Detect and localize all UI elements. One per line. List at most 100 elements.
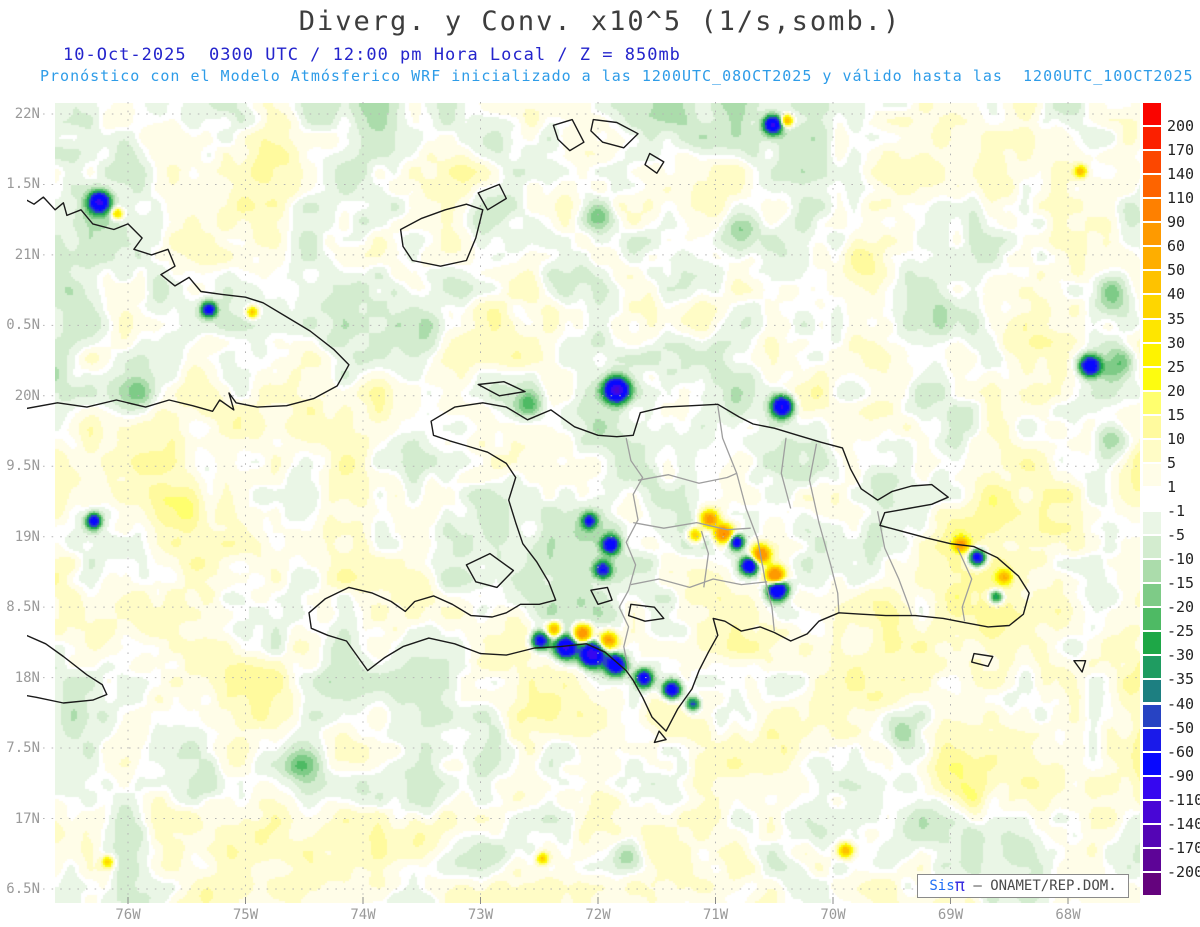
lat-tick-label: 6.5N bbox=[6, 880, 40, 897]
province-border-province-9 bbox=[780, 438, 792, 509]
coastline-jamaica bbox=[27, 634, 108, 704]
province-border-province-6 bbox=[630, 578, 768, 589]
colorbar-segment bbox=[1143, 728, 1161, 751]
colorbar-segment bbox=[1143, 439, 1161, 462]
lon-tick-label: 68W bbox=[1055, 907, 1081, 923]
colorbar-segment bbox=[1143, 319, 1161, 342]
province-border-province-1 bbox=[717, 405, 775, 632]
colorbar-tick-label: 30 bbox=[1167, 333, 1186, 352]
lat-tick-label: 1.5N bbox=[6, 176, 40, 193]
colorbar-segment bbox=[1143, 151, 1161, 174]
colorbar-segment bbox=[1143, 560, 1161, 583]
lat-tick-label: 19N bbox=[14, 528, 40, 545]
coastline-lake-saumatre bbox=[590, 586, 613, 605]
coastline-gonave bbox=[465, 552, 515, 589]
colorbar-tick-label: 200 bbox=[1167, 117, 1195, 136]
colorbar-tick-label: 90 bbox=[1167, 213, 1186, 232]
colorbar-tick-label: 40 bbox=[1167, 285, 1186, 304]
lon-tick-label: 73W bbox=[467, 907, 494, 923]
colorbar-segment bbox=[1143, 608, 1161, 631]
lat-tick-label: 22N bbox=[14, 106, 40, 122]
colorbar-segment bbox=[1143, 175, 1161, 198]
colorbar-segment bbox=[1143, 776, 1161, 799]
colorbar-tick-label: 10 bbox=[1167, 429, 1186, 448]
colorbar-segment bbox=[1143, 824, 1161, 847]
colorbar-segment bbox=[1143, 127, 1161, 150]
colorbar-segment bbox=[1143, 800, 1161, 823]
lon-tick-label: 69W bbox=[937, 907, 964, 923]
colorbar-tick-label: -50 bbox=[1167, 718, 1195, 737]
colorbar-segment bbox=[1143, 103, 1161, 126]
credit-sis-text: Sis bbox=[929, 878, 955, 894]
credit-badge: Sis π – ONAMET/REP.DOM. bbox=[917, 874, 1129, 898]
colorbar-tick-label: -5 bbox=[1167, 526, 1186, 545]
credit-pi-symbol: π bbox=[954, 875, 965, 896]
lon-tick-label: 72W bbox=[585, 907, 611, 923]
province-border-province-2 bbox=[808, 443, 840, 613]
model-init-subtitle: Pronóstico con el Modelo Atmósferico WRF… bbox=[40, 67, 1194, 85]
coastline-border-group bbox=[27, 118, 1087, 744]
colorbar-tick-label: -30 bbox=[1167, 646, 1195, 665]
province-border-province-4 bbox=[637, 472, 737, 484]
coastline-lake-enriquillo bbox=[627, 603, 665, 622]
colorbar-segment bbox=[1143, 199, 1161, 222]
province-border-province-5 bbox=[633, 521, 751, 531]
coastline-beata bbox=[653, 730, 667, 744]
colorbar-tick-label: 35 bbox=[1167, 309, 1186, 328]
colorbar-tick-label: -20 bbox=[1167, 598, 1195, 617]
colorbar-segment bbox=[1143, 632, 1161, 655]
colorbar-segment bbox=[1143, 247, 1161, 270]
coastline-caicos-west bbox=[552, 118, 585, 152]
colorbar-segment bbox=[1143, 680, 1161, 703]
province-border-haiti-dr-border bbox=[618, 437, 644, 671]
lat-tick-label: 0.5N bbox=[6, 317, 40, 334]
lon-tick-label: 75W bbox=[232, 907, 259, 923]
colorbar-tick-label: -35 bbox=[1167, 670, 1195, 689]
credit-onamet-text: – ONAMET/REP.DOM. bbox=[964, 878, 1117, 894]
colorbar-tick-label: -40 bbox=[1167, 694, 1195, 713]
lat-tick-label: 21N bbox=[14, 246, 40, 263]
colorbar-segment bbox=[1143, 512, 1161, 535]
colorbar-tick-label: 20 bbox=[1167, 381, 1186, 400]
colorbar-segment bbox=[1143, 487, 1161, 510]
colorbar-tick-label: -110 bbox=[1167, 790, 1200, 809]
colorbar-tick-label: -1 bbox=[1167, 502, 1186, 521]
colorbar-tick-label: 110 bbox=[1167, 189, 1195, 208]
colorbar-tick-label: -25 bbox=[1167, 622, 1195, 641]
valid-time-subtitle: 10-Oct-2025 0300 UTC / 12:00 pm Hora Loc… bbox=[63, 45, 681, 65]
lat-tick-label: 20N bbox=[14, 387, 40, 404]
page-title: Diverg. y Conv. x10^5 (1/s,somb.) bbox=[298, 6, 902, 37]
lat-tick-label: 8.5N bbox=[6, 599, 40, 616]
colorbar-tick-label: 25 bbox=[1167, 357, 1186, 376]
colorbar-segment bbox=[1143, 656, 1161, 679]
colorbar-tick-label: -15 bbox=[1167, 574, 1195, 593]
lat-tick-label: 9.5N bbox=[6, 458, 40, 475]
colorbar-tick-label: -200 bbox=[1167, 862, 1200, 881]
colorbar-segment bbox=[1143, 752, 1161, 775]
colorbar-tick-label: 1 bbox=[1167, 477, 1177, 496]
colorbar-segment bbox=[1143, 415, 1161, 438]
divergence-shading-canvas bbox=[55, 103, 1140, 903]
colorbar-tick-label: 5 bbox=[1167, 453, 1177, 472]
lat-tick-label: 17N bbox=[14, 810, 40, 827]
lon-tick-label: 74W bbox=[350, 907, 376, 923]
colorbar-segment bbox=[1143, 343, 1161, 366]
colorbar-tick-label: -170 bbox=[1167, 838, 1200, 857]
province-border-province-3 bbox=[876, 511, 913, 616]
colorbar-tick-label: -90 bbox=[1167, 766, 1195, 785]
lat-tick-label: 18N bbox=[14, 669, 40, 686]
colorbar-tick-label: 140 bbox=[1167, 165, 1195, 184]
colorbar-segment bbox=[1143, 584, 1161, 607]
colorbar-tick-label: -140 bbox=[1167, 814, 1200, 833]
colorbar-tick-label: 15 bbox=[1167, 405, 1186, 424]
colorbar-segment bbox=[1143, 223, 1161, 246]
lon-tick-label: 76W bbox=[115, 907, 141, 923]
colorbar-segment bbox=[1143, 271, 1161, 294]
province-border-province-8 bbox=[957, 547, 973, 622]
lat-tick-label: 7.5N bbox=[6, 740, 40, 757]
coastline-mona bbox=[1073, 660, 1087, 673]
colorbar-tick-label: -10 bbox=[1167, 550, 1195, 569]
coastline-turks bbox=[644, 152, 665, 174]
coastline-little-inagua bbox=[477, 183, 507, 211]
